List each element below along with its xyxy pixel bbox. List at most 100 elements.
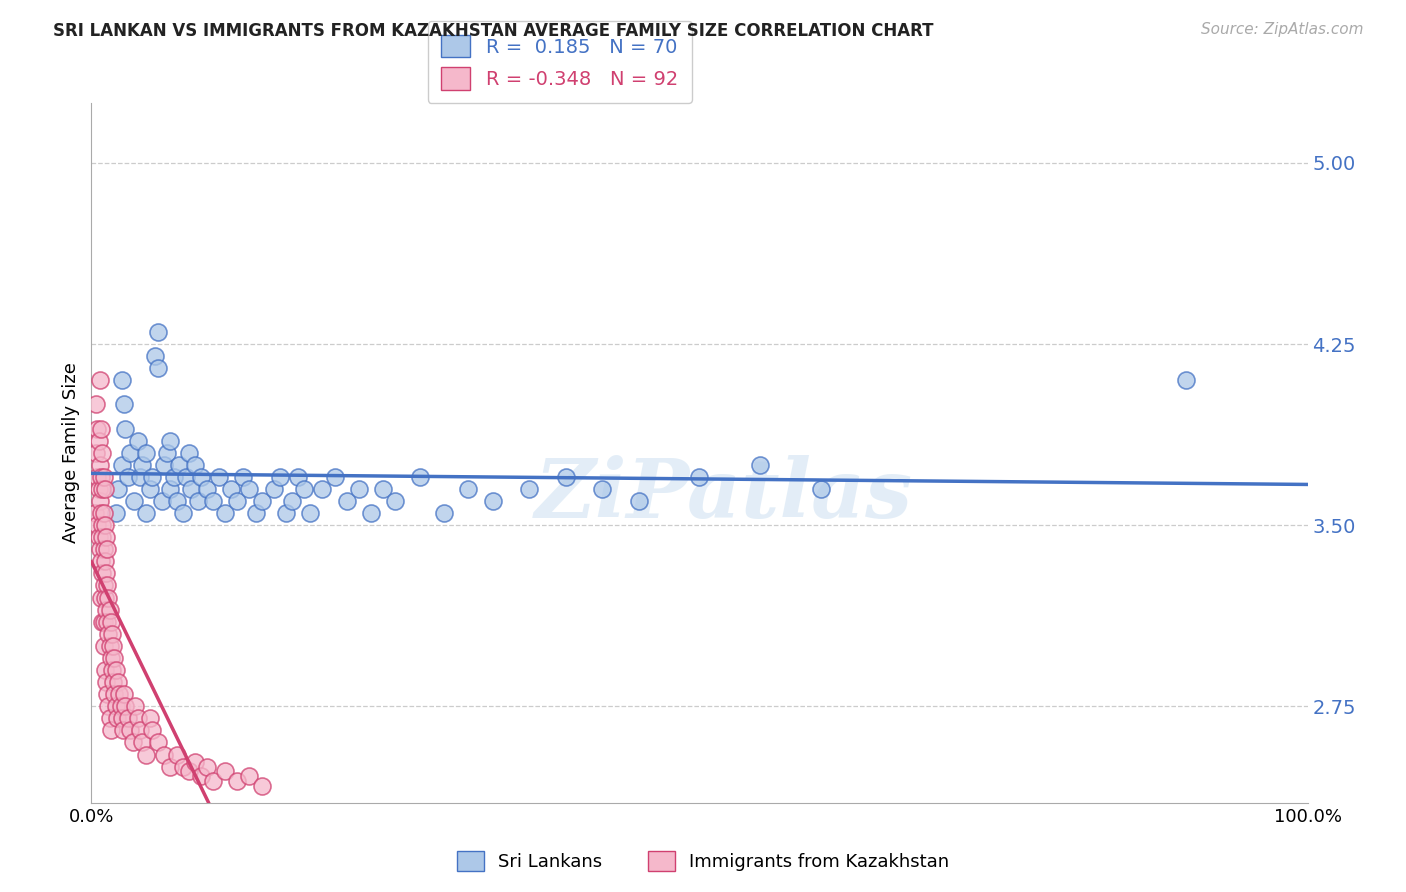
- Point: [97, 699, 120, 714]
- Point: [103, 639, 125, 653]
- Point: [135, 446, 157, 460]
- Y-axis label: Average Family Size: Average Family Size: [62, 362, 80, 543]
- Point: [107, 482, 129, 496]
- Point: [110, 699, 132, 714]
- Point: [94, 530, 117, 544]
- Point: [627, 494, 650, 508]
- Point: [517, 482, 540, 496]
- Point: [93, 639, 115, 653]
- Point: [274, 506, 297, 520]
- Point: [103, 651, 125, 665]
- Point: [141, 470, 163, 484]
- Point: [177, 446, 200, 460]
- Point: [481, 494, 503, 508]
- Point: [153, 458, 176, 472]
- Point: [159, 482, 181, 496]
- Point: [93, 615, 115, 629]
- Point: [100, 723, 122, 738]
- Point: [98, 711, 121, 725]
- Point: [163, 470, 186, 484]
- Point: [94, 663, 117, 677]
- Point: [184, 755, 207, 769]
- Point: [90, 421, 112, 435]
- Point: [94, 518, 117, 533]
- Point: [96, 687, 118, 701]
- Point: [238, 482, 260, 496]
- Point: [114, 699, 136, 714]
- Point: [93, 542, 115, 557]
- Point: [89, 542, 111, 557]
- Point: [111, 373, 134, 387]
- Point: [98, 639, 121, 653]
- Point: [214, 506, 236, 520]
- Point: [323, 470, 346, 484]
- Point: [103, 687, 125, 701]
- Point: [84, 506, 107, 520]
- Point: [93, 470, 115, 484]
- Point: [104, 699, 127, 714]
- Point: [103, 675, 125, 690]
- Point: [184, 458, 207, 472]
- Point: [311, 482, 333, 496]
- Point: [177, 764, 200, 779]
- Point: [93, 506, 115, 520]
- Point: [150, 494, 173, 508]
- Point: [96, 542, 118, 557]
- Point: [94, 554, 117, 568]
- Point: [120, 446, 142, 460]
- Point: [591, 482, 613, 496]
- Point: [219, 482, 242, 496]
- Point: [117, 470, 139, 484]
- Point: [810, 482, 832, 496]
- Point: [131, 735, 153, 749]
- Point: [129, 470, 152, 484]
- Point: [89, 458, 111, 472]
- Legend: Sri Lankans, Immigrants from Kazakhstan: Sri Lankans, Immigrants from Kazakhstan: [450, 844, 956, 879]
- Point: [127, 434, 149, 448]
- Point: [263, 482, 285, 496]
- Point: [97, 591, 120, 605]
- Point: [84, 446, 107, 460]
- Point: [141, 723, 163, 738]
- Point: [96, 578, 118, 592]
- Point: [94, 602, 117, 616]
- Point: [226, 494, 249, 508]
- Point: [135, 747, 157, 762]
- Point: [292, 482, 315, 496]
- Point: [156, 446, 179, 460]
- Point: [195, 759, 218, 773]
- Point: [287, 470, 309, 484]
- Point: [104, 506, 127, 520]
- Point: [180, 482, 202, 496]
- Point: [89, 373, 111, 387]
- Point: [84, 397, 107, 411]
- Point: [299, 506, 322, 520]
- Point: [124, 699, 146, 714]
- Point: [373, 482, 395, 496]
- Point: [187, 494, 209, 508]
- Point: [100, 615, 122, 629]
- Point: [384, 494, 406, 508]
- Point: [131, 458, 153, 472]
- Point: [87, 434, 110, 448]
- Point: [94, 675, 117, 690]
- Point: [238, 769, 260, 783]
- Point: [89, 494, 111, 508]
- Point: [148, 325, 170, 339]
- Point: [190, 769, 212, 783]
- Point: [433, 506, 456, 520]
- Point: [688, 470, 710, 484]
- Point: [86, 470, 108, 484]
- Point: [121, 735, 143, 749]
- Point: [749, 458, 772, 472]
- Point: [96, 615, 118, 629]
- Point: [91, 615, 114, 629]
- Point: [98, 602, 121, 616]
- Point: [245, 506, 267, 520]
- Point: [409, 470, 432, 484]
- Point: [86, 518, 108, 533]
- Point: [159, 759, 181, 773]
- Point: [250, 494, 273, 508]
- Point: [166, 494, 188, 508]
- Text: Source: ZipAtlas.com: Source: ZipAtlas.com: [1201, 22, 1364, 37]
